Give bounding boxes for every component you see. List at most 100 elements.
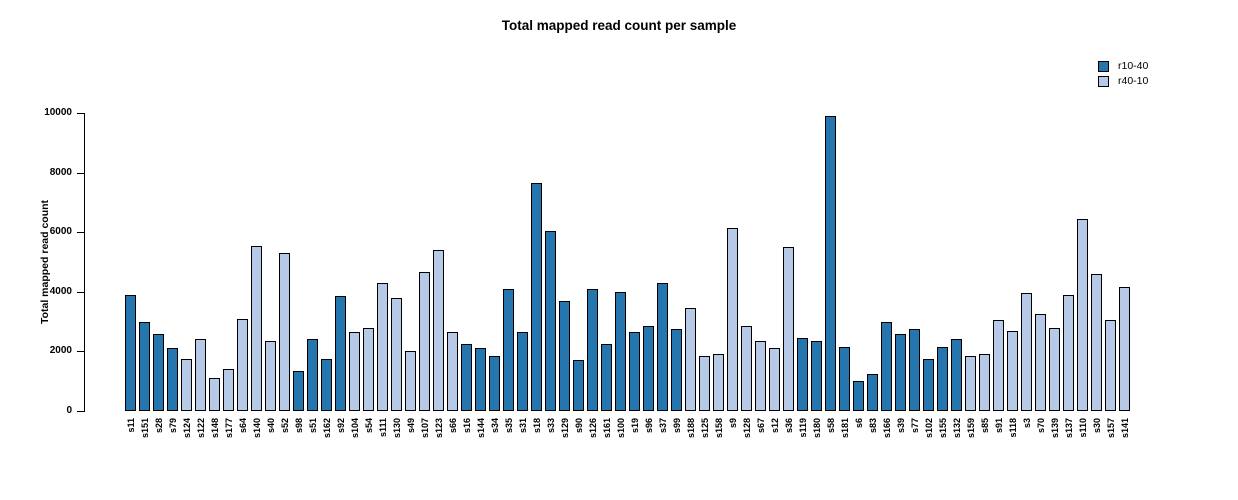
x-axis-label-s119: s119 <box>797 418 808 438</box>
x-axis-label-s177: s177 <box>223 418 234 439</box>
legend-label: r10-40 <box>1118 60 1149 72</box>
bar-s129 <box>559 301 570 411</box>
bar-s100 <box>615 292 626 411</box>
x-axis-label-s64: s64 <box>237 418 248 434</box>
x-axis-label-s91: s91 <box>993 418 1004 434</box>
x-axis-label-s110: s110 <box>1077 418 1088 438</box>
bar-s18 <box>531 183 542 411</box>
bar-s111 <box>377 283 388 411</box>
y-axis-title: Total mapped read count <box>39 199 51 325</box>
bar-s35 <box>503 289 514 411</box>
x-axis-label-s36: s36 <box>783 418 794 434</box>
plot-area: s11 s151 s28 s79 s124 s122 s148 s177 s64 s140 s40 s… <box>125 113 1133 438</box>
x-axis-label-s54: s54 <box>363 418 374 434</box>
bar-s181 <box>839 347 850 411</box>
bar-s12 <box>769 348 780 411</box>
x-axis-label-s126: s126 <box>587 418 598 439</box>
bar-s6 <box>853 381 864 411</box>
bar-s11 <box>125 295 136 411</box>
x-axis-label-s77: s77 <box>909 418 920 434</box>
bar-s49 <box>405 351 416 411</box>
x-axis-label-s66: s66 <box>447 418 458 434</box>
bar-s151 <box>139 322 150 411</box>
x-axis-label-s58: s58 <box>825 418 836 434</box>
bar-s92 <box>335 296 346 411</box>
bar-s118 <box>1007 331 1018 411</box>
x-axis-label-s118: s118 <box>1007 418 1018 438</box>
x-axis-label-s128: s128 <box>741 418 752 439</box>
y-axis-tick-label: 8000 <box>49 167 72 178</box>
bar-s83 <box>867 374 878 411</box>
bar-s98 <box>293 371 304 411</box>
bar-s3 <box>1021 293 1032 411</box>
bar-s128 <box>741 326 752 411</box>
bar-s122 <box>195 339 206 411</box>
x-axis-label-s6: s6 <box>853 418 864 429</box>
x-axis-label-s132: s132 <box>951 418 962 439</box>
legend-item-r10-40: r10-40 <box>1098 60 1148 72</box>
x-axis-label-s33: s33 <box>545 418 556 434</box>
x-axis-label-s139: s139 <box>1049 418 1060 439</box>
bar-s123 <box>433 250 444 411</box>
legend-swatch-r40-10 <box>1098 75 1109 87</box>
y-axis-tick-label: 0 <box>66 405 72 416</box>
bar-s16 <box>461 344 472 411</box>
x-axis-label-s181: s181 <box>839 418 850 439</box>
x-axis-label-s83: s83 <box>867 418 878 434</box>
bar-s162 <box>321 359 332 411</box>
bar-s126 <box>587 289 598 411</box>
x-axis-label-s98: s98 <box>293 418 304 434</box>
bar-s34 <box>489 356 500 411</box>
bar-s110 <box>1077 219 1088 411</box>
bar-s79 <box>167 348 178 411</box>
x-axis-label-s125: s125 <box>699 418 710 439</box>
x-axis-label-s100: s100 <box>615 418 626 439</box>
bar-s139 <box>1049 328 1060 411</box>
bar-s70 <box>1035 314 1046 411</box>
x-axis-label-s49: s49 <box>405 418 416 434</box>
x-axis-label-s188: s188 <box>685 418 696 439</box>
bar-s158 <box>713 354 724 411</box>
bar-s125 <box>699 356 710 411</box>
bar-s40 <box>265 341 276 411</box>
bar-s137 <box>1063 295 1074 411</box>
bar-s102 <box>923 359 934 411</box>
x-axis-label-s130: s130 <box>391 418 402 439</box>
bar-s36 <box>783 247 794 411</box>
bar-s177 <box>223 369 234 411</box>
x-axis-label-s28: s28 <box>153 418 164 434</box>
x-axis-label-s30: s30 <box>1091 418 1102 434</box>
x-axis-label-s18: s18 <box>531 418 542 434</box>
bar-s66 <box>447 332 458 411</box>
y-axis-tick-label: 2000 <box>49 345 72 356</box>
legend-swatch-r10-40 <box>1098 60 1109 72</box>
x-axis-label-s90: s90 <box>573 418 584 434</box>
x-axis-label-s70: s70 <box>1035 418 1046 434</box>
x-axis-label-s19: s19 <box>629 418 640 434</box>
y-axis-tick <box>77 411 84 412</box>
x-axis-label-s151: s151 <box>139 418 150 439</box>
x-axis-label-s148: s148 <box>209 418 220 439</box>
bar-s90 <box>573 360 584 411</box>
x-axis-label-s157: s157 <box>1105 418 1116 439</box>
x-axis-label-s99: s99 <box>671 418 682 434</box>
x-axis-label-s51: s51 <box>307 418 318 434</box>
x-axis-label-s144: s144 <box>475 418 486 439</box>
x-axis-label-s92: s92 <box>335 418 346 434</box>
x-axis-label-s161: s161 <box>601 418 612 439</box>
legend-label: r40-10 <box>1118 75 1149 87</box>
bar-s180 <box>811 341 822 411</box>
bar-s39 <box>895 334 906 411</box>
bar-s107 <box>419 272 430 411</box>
x-axis-label-s9: s9 <box>727 418 738 429</box>
legend-item-r40-10: r40-10 <box>1098 75 1148 87</box>
x-axis-label-s155: s155 <box>937 418 948 439</box>
bar-s19 <box>629 332 640 411</box>
x-axis-label-s11: s11 <box>125 418 136 433</box>
x-axis-label-s39: s39 <box>895 418 906 434</box>
bar-s130 <box>391 298 402 411</box>
x-axis-label-s102: s102 <box>923 418 934 439</box>
y-axis-line <box>84 113 85 412</box>
bar-s188 <box>685 308 696 411</box>
